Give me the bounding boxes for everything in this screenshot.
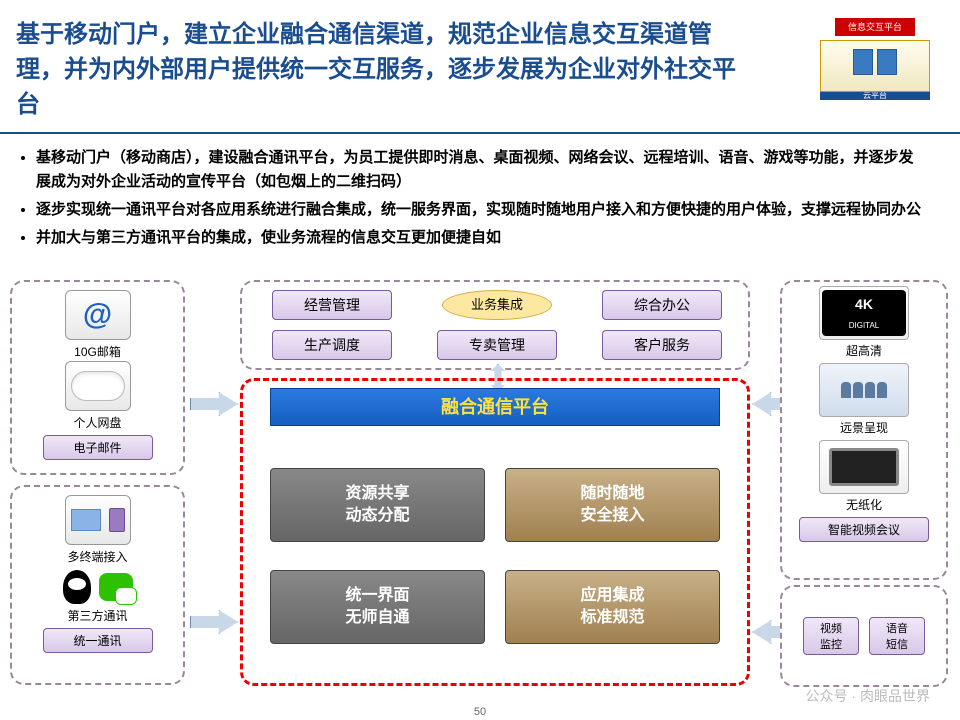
telepresence-icon xyxy=(819,363,909,417)
left-panel-email: @ 10G邮箱 个人网盘 电子邮件 xyxy=(10,280,185,475)
mailbox-icon: @ xyxy=(65,290,131,340)
cloud-disk-icon xyxy=(65,361,131,411)
left-panel-terminal: 多终端接入 第三方通讯 统一通讯 xyxy=(10,485,185,685)
integration-oval: 业务集成 xyxy=(442,290,552,320)
customer-button: 客户服务 xyxy=(602,330,722,360)
feature-box-integration: 应用集成标准规范 xyxy=(505,570,720,644)
telepresence-label: 远景呈现 xyxy=(786,419,942,436)
production-button: 生产调度 xyxy=(272,330,392,360)
third-party-icons xyxy=(63,570,133,604)
paperless-label: 无纸化 xyxy=(786,496,942,513)
right-panel-monitor: 视频 监控 语音 短信 xyxy=(780,585,948,687)
email-button: 电子邮件 xyxy=(43,435,153,460)
video-monitor-button: 视频 监控 xyxy=(803,617,859,655)
bullet-item: 逐步实现统一通讯平台对各应用系统进行融合集成，统一服务界面，实现随时随地用户接入… xyxy=(36,198,924,222)
bullet-list: 基移动门户（移动商店），建设融合通讯平台，为员工提供即时消息、桌面视频、网络会议… xyxy=(0,134,960,262)
top-integration-panel: 经营管理 业务集成 综合办公 生产调度 专卖管理 客户服务 xyxy=(240,280,750,370)
multi-terminal-icon xyxy=(65,495,131,545)
uhd-label: 超高清 xyxy=(786,342,942,359)
header: 基于移动门户，建立企业融合通信渠道，规范企业信息交互渠道管理，并为内外部用户提供… xyxy=(0,0,960,134)
feature-box-anytime: 随时随地安全接入 xyxy=(505,468,720,542)
cloud-disk-label: 个人网盘 xyxy=(73,414,121,431)
third-party-label: 第三方通讯 xyxy=(67,607,127,624)
office-button: 综合办公 xyxy=(602,290,722,320)
diagram-area: @ 10G邮箱 个人网盘 电子邮件 多终端接入 第三方通讯 统一通讯 经营管理 … xyxy=(10,280,950,710)
header-illustration: 信息交互平台 云平台 xyxy=(820,18,930,96)
arrow-right-icon xyxy=(190,392,238,416)
multi-terminal-label: 多终端接入 xyxy=(67,548,127,565)
feature-box-resource: 资源共享动态分配 xyxy=(270,468,485,542)
qq-icon xyxy=(63,570,91,604)
page-title: 基于移动门户，建立企业融合通信渠道，规范企业信息交互渠道管理，并为内外部用户提供… xyxy=(16,18,736,122)
monopoly-button: 专卖管理 xyxy=(437,330,557,360)
mailbox-label: 10G邮箱 xyxy=(74,343,121,360)
platform-banner: 融合通信平台 xyxy=(270,388,720,426)
video-conf-button: 智能视频会议 xyxy=(799,517,929,542)
right-panel-video: 超高清 远景呈现 无纸化 智能视频会议 xyxy=(780,280,948,580)
feature-box-ui: 统一界面无师自通 xyxy=(270,570,485,644)
page-number: 50 xyxy=(474,706,486,718)
bullet-item: 基移动门户（移动商店），建设融合通讯平台，为员工提供即时消息、桌面视频、网络会议… xyxy=(36,146,924,194)
arrow-right-icon xyxy=(190,610,238,634)
biz-mgmt-button: 经营管理 xyxy=(272,290,392,320)
bullet-item: 并加大与第三方通讯平台的集成，使业务流程的信息交互更加便捷自如 xyxy=(36,226,924,250)
paperless-icon xyxy=(819,440,909,494)
wechat-icon xyxy=(99,573,133,601)
voice-sms-button: 语音 短信 xyxy=(869,617,925,655)
unified-comm-button: 统一通讯 xyxy=(43,628,153,653)
watermark: 公众号 · 肉眼品世界 xyxy=(806,686,930,706)
uhd-icon xyxy=(819,286,909,340)
